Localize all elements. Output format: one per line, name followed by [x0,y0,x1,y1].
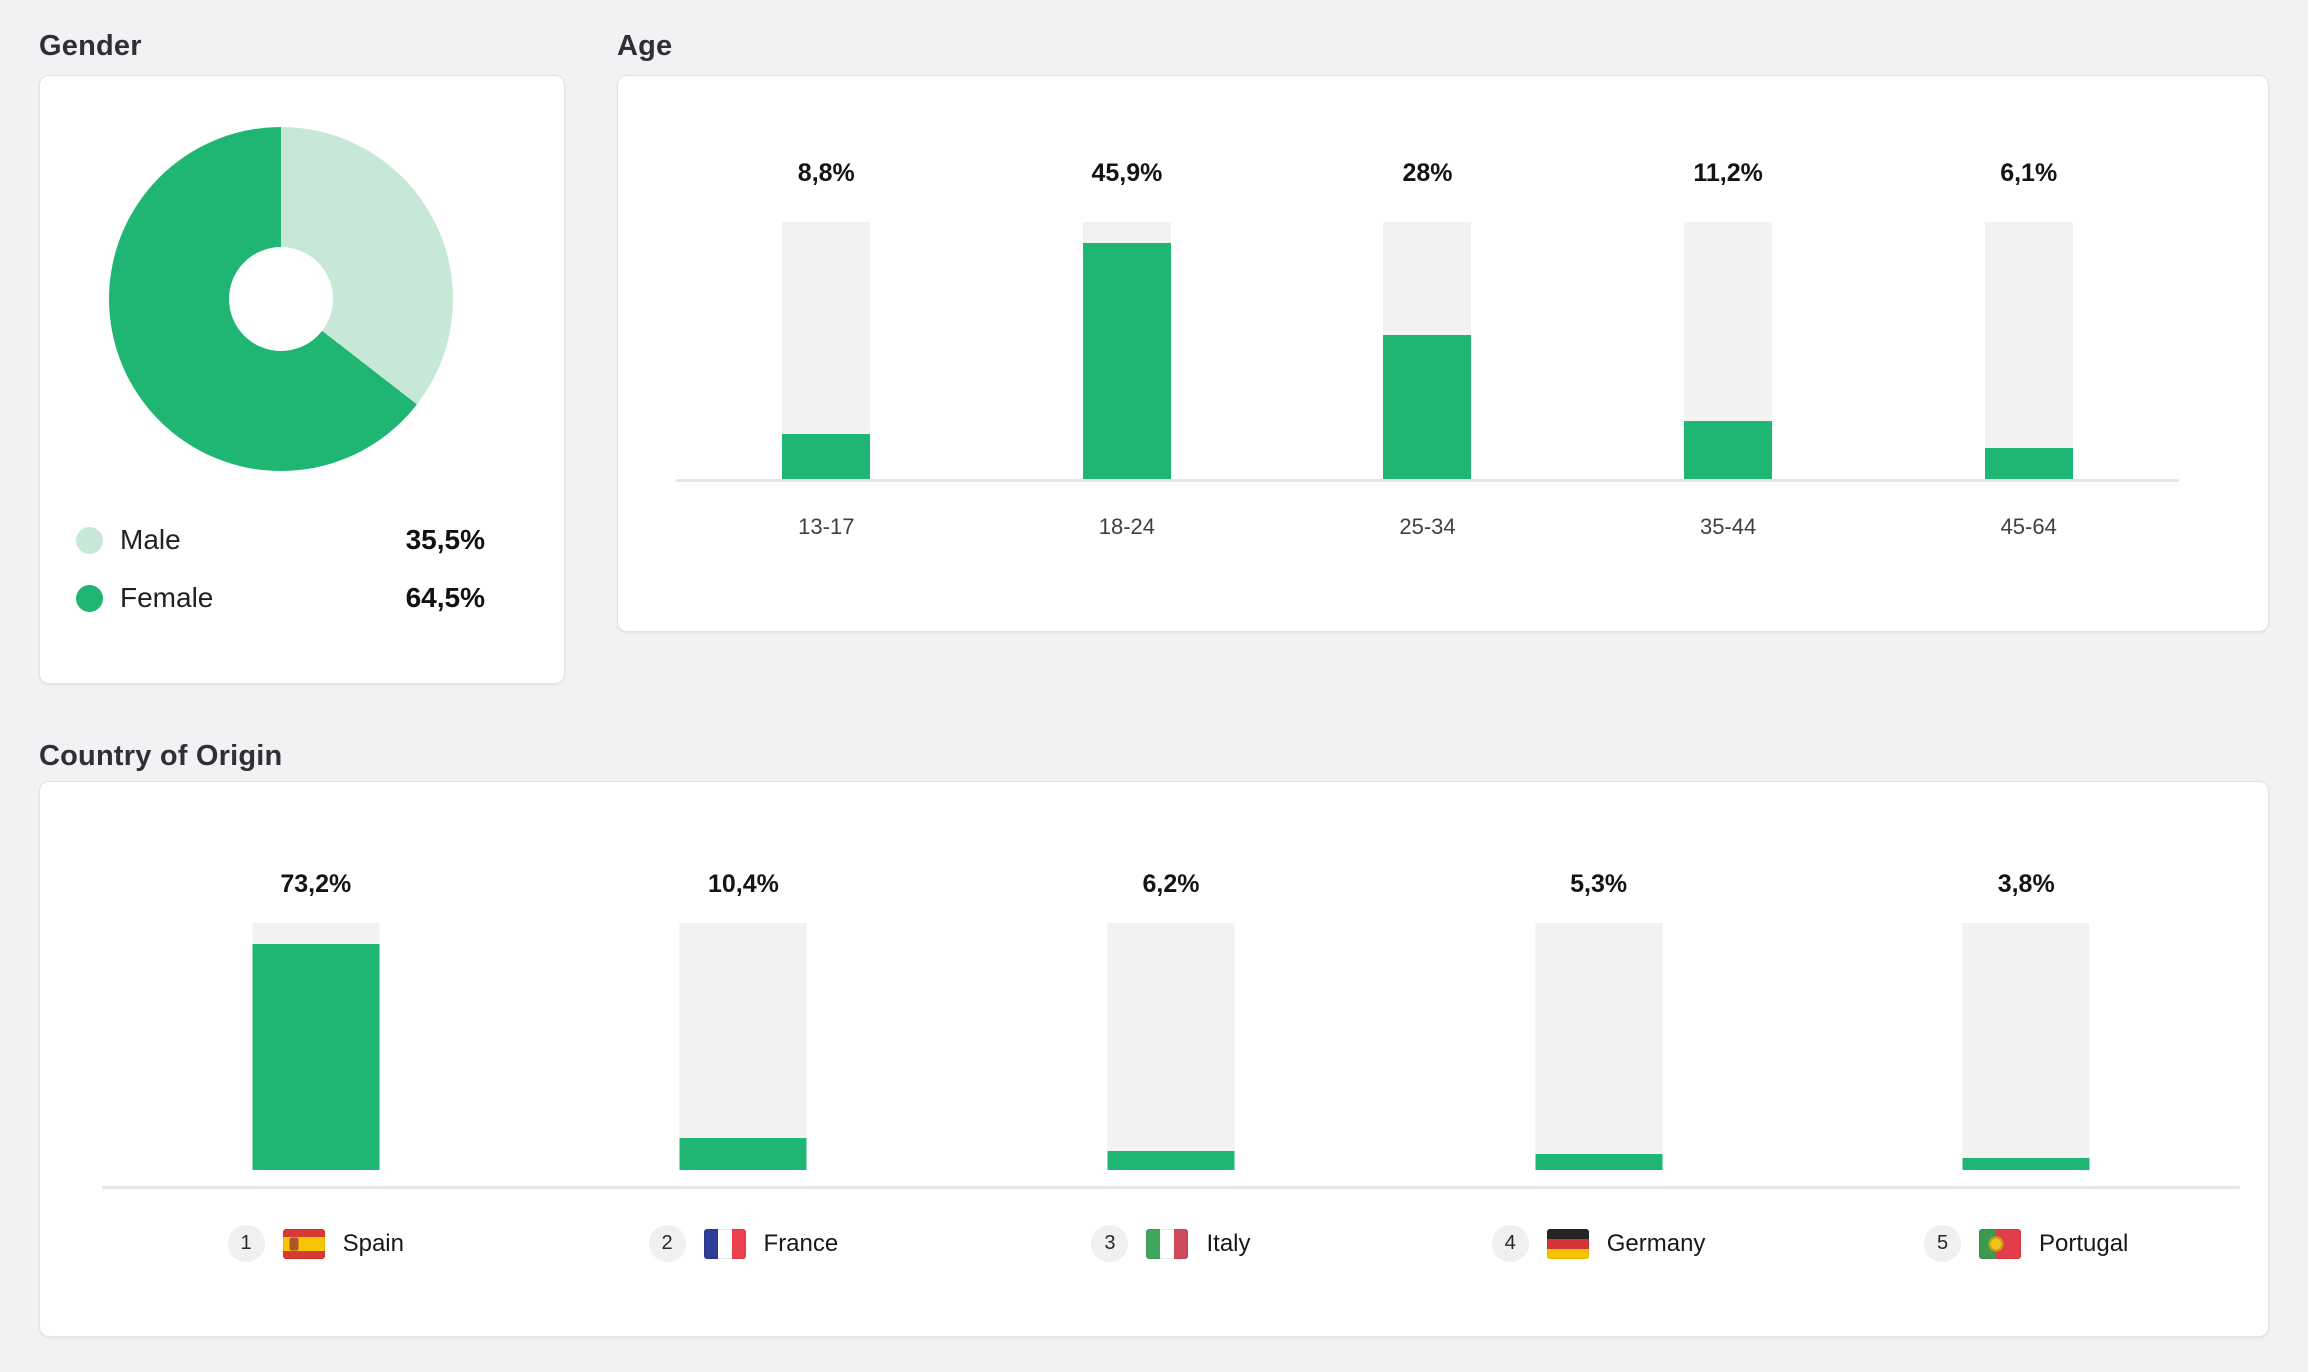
country-label: Germany [1606,1229,1706,1257]
bar-value-label: 5,3% [1570,870,1628,898]
legend-dot-icon [76,526,103,554]
age-column: 6,1% 45-64 [1878,76,2179,631]
gender-section-title: Gender [39,30,142,62]
legend-dot-icon [76,584,103,612]
bar-track[interactable] [1383,222,1472,479]
flag-portugal-icon [1979,1228,2021,1259]
bar-value-label: 6,1% [2000,159,2058,187]
country-axis-baseline [102,1186,2240,1189]
bar-fill [1107,1151,1235,1170]
rank-badge: 4 [1491,1225,1529,1262]
country-column: 3,8% 5 Portugal [1812,782,2240,1336]
age-bar-chart: 8,8% 13-17 45,9% 18-24 28% 25-34 11,2% 35-44 6,1… [676,76,2179,631]
country-column: 10,4% 2 France [530,782,958,1336]
gender-legend: Male 35,5% Female 64,5% [76,511,485,627]
age-section-title: Age [617,30,673,62]
bar-value-label: 10,4% [707,870,779,898]
category-label: 18-24 [1098,514,1156,539]
rank-badge: 2 [648,1225,686,1262]
age-column: 8,8% 13-17 [676,76,977,631]
legend-item: Female 64,5% [76,569,485,627]
bar-value-label: 11,2% [1693,159,1763,187]
flag-emblem [289,1237,298,1250]
age-axis-baseline [676,479,2179,482]
gender-card: Male 35,5% Female 64,5% [39,75,565,684]
bar-track[interactable] [1535,923,1663,1170]
country-legend-item: 3 Italy [957,1225,1385,1262]
country-label: Spain [342,1229,404,1257]
country-column: 5,3% 4 Germany [1385,782,1813,1336]
bar-fill [1962,1158,2090,1170]
bar-track[interactable] [679,923,807,1170]
bar-fill [1684,421,1773,479]
bar-fill [782,434,871,479]
gender-donut-chart[interactable] [109,127,453,471]
flag-spain-icon [282,1228,325,1259]
bar-fill [252,944,380,1170]
category-label: 13-17 [798,514,855,539]
rank-badge: 5 [1924,1225,1961,1262]
country-label: Italy [1206,1229,1251,1257]
bar-track[interactable] [1984,222,2073,479]
donut-hole [229,247,333,351]
legend-label: Male [120,524,181,555]
age-column: 11,2% 35-44 [1578,76,1879,631]
age-card: 8,8% 13-17 45,9% 18-24 28% 25-34 11,2% 35-44 6,1… [617,75,2269,632]
bar-track[interactable] [1684,222,1773,479]
country-section-title: Country of Origin [39,740,283,772]
country-legend-item: 4 Germany [1385,1225,1813,1262]
age-column: 45,9% 18-24 [977,76,1278,631]
country-label: Portugal [2039,1229,2129,1257]
flag-emblem [1988,1236,2004,1251]
rank-badge: 3 [1091,1225,1129,1262]
bar-fill [1535,1154,1663,1170]
country-legend-item: 1 Spain [102,1225,530,1262]
flag-germany-icon [1546,1228,1589,1259]
bar-track[interactable] [782,222,871,479]
bar-value-label: 28% [1402,159,1453,187]
country-column: 6,2% 3 Italy [957,782,1385,1336]
legend-value: 64,5% [405,582,485,613]
country-column: 73,2% 1 Spain [102,782,530,1336]
bar-value-label: 6,2% [1142,870,1200,898]
category-label: 25-34 [1399,514,1456,539]
legend-value: 35,5% [405,524,485,555]
bar-fill [1984,448,2073,479]
bar-track[interactable] [252,923,380,1170]
category-label: 45-64 [2000,514,2057,539]
category-label: 35-44 [1699,514,1757,539]
bar-value-label: 8,8% [797,159,855,187]
country-label: France [763,1229,839,1257]
country-bar-chart: 73,2% 1 Spain 10,4% 2 France 6,2% 3 Italy 5,3% 4 Ge… [102,782,2240,1336]
bar-fill [679,1138,807,1170]
age-column: 28% 25-34 [1277,76,1578,631]
bar-track[interactable] [1107,923,1235,1170]
country-legend-item: 2 France [530,1225,958,1262]
bar-value-label: 3,8% [1997,870,2055,898]
legend-item: Male 35,5% [76,511,485,569]
country-legend-item: 5 Portugal [1812,1225,2240,1262]
bar-track[interactable] [1082,222,1171,479]
bar-fill [1082,243,1171,479]
flag-france-icon [703,1228,746,1259]
legend-label: Female [120,582,214,613]
flag-italy-icon [1146,1228,1189,1259]
country-card: 73,2% 1 Spain 10,4% 2 France 6,2% 3 Italy 5,3% 4 Ge… [39,781,2269,1337]
bar-value-label: 73,2% [280,870,352,898]
bar-fill [1383,335,1472,479]
rank-badge: 1 [227,1225,265,1262]
bar-value-label: 45,9% [1091,159,1163,187]
bar-track[interactable] [1962,923,2090,1170]
